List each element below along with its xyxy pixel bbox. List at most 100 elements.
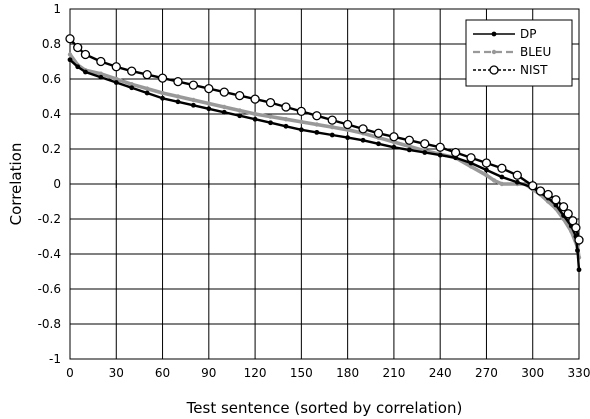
legend-item-nist: NIST <box>473 63 548 77</box>
legend-item-dp: DP <box>473 27 536 41</box>
dp-point <box>268 120 273 126</box>
bleu-point <box>67 52 73 57</box>
nist-point <box>450 147 461 158</box>
nist-point <box>551 195 561 205</box>
bleu-point <box>299 119 304 125</box>
dp-point <box>514 179 520 185</box>
dp-point <box>83 69 88 75</box>
y-tick-label: 0.2 <box>42 142 61 156</box>
bleu-point <box>468 164 474 169</box>
dp-point <box>329 132 335 138</box>
y-tick-label: 0.4 <box>42 107 61 121</box>
dp-point <box>314 129 320 135</box>
dp-point <box>206 106 212 112</box>
nist-point <box>327 115 337 125</box>
nist-point <box>574 235 584 245</box>
nist-point <box>312 111 322 121</box>
y-tick-label: -0.4 <box>38 247 61 261</box>
dp-point <box>575 248 580 253</box>
legend-item-bleu: BLEU <box>473 45 551 59</box>
legend-label-nist: NIST <box>520 63 548 77</box>
bleu-point <box>175 94 181 99</box>
nist-point <box>65 34 75 44</box>
y-tick-label: -0.6 <box>38 282 61 296</box>
nist-point <box>435 142 445 152</box>
nist-point <box>204 83 214 94</box>
dp-point <box>98 74 104 80</box>
nist-point <box>250 94 260 104</box>
dp-point <box>298 127 304 133</box>
dp-point <box>499 174 505 180</box>
nist-point <box>543 189 553 200</box>
bleu-point <box>484 173 489 178</box>
bleu-point <box>222 104 227 110</box>
dp-point <box>360 137 366 143</box>
nist-point <box>512 170 522 180</box>
nist-point <box>481 158 492 168</box>
bleu-point <box>129 82 134 87</box>
dp-series <box>67 57 582 273</box>
nist-point <box>535 186 546 196</box>
bleu-point <box>144 86 150 91</box>
bleu-point <box>330 124 335 130</box>
dp-point <box>576 267 582 273</box>
dp-point <box>160 95 165 101</box>
nist-point <box>558 202 569 212</box>
y-tick-label: 1 <box>53 2 61 16</box>
bleu-point <box>491 49 497 55</box>
dp-point <box>422 150 428 155</box>
nist-point <box>157 73 168 83</box>
x-tick-label: 60 <box>155 366 170 380</box>
bleu-point <box>206 101 212 106</box>
x-tick-label: 330 <box>568 366 590 380</box>
dp-point <box>129 85 135 91</box>
nist-point <box>404 135 414 145</box>
bleu-point <box>283 117 289 122</box>
nist-point <box>296 106 307 117</box>
x-axis-title: Test sentence (sorted by correlation) <box>186 399 463 417</box>
nist-point <box>173 76 183 87</box>
x-tick-label: 300 <box>521 366 544 380</box>
x-tick-label: 120 <box>244 366 267 380</box>
nist-point <box>497 163 507 173</box>
nist-point <box>142 69 152 80</box>
x-tick-label: 30 <box>109 366 124 380</box>
nist-point <box>235 90 245 101</box>
bleu-point <box>237 108 242 113</box>
nist-point <box>111 62 121 72</box>
dp-point <box>406 147 412 153</box>
x-tick-label: 90 <box>201 366 216 380</box>
nist-point <box>389 132 399 142</box>
dp-point <box>144 90 150 96</box>
nist-point <box>489 65 499 75</box>
nist-point <box>127 66 137 76</box>
nist-point <box>281 102 291 112</box>
nist-point <box>342 119 353 130</box>
bleu-point <box>499 181 505 187</box>
nist-point <box>420 139 430 149</box>
dp-point <box>175 99 181 105</box>
dp-point <box>190 102 196 108</box>
legend: DP BLEU NIST <box>465 19 573 87</box>
nist-point <box>571 223 581 233</box>
bleu-point <box>98 71 104 76</box>
series-layer <box>65 34 584 273</box>
nist-point <box>73 42 83 53</box>
nist-point <box>563 209 573 219</box>
nist-point <box>188 80 199 90</box>
dp-point <box>283 123 289 129</box>
bleu-point <box>407 144 412 149</box>
dp-point <box>237 113 243 119</box>
nist-point <box>219 87 229 97</box>
x-tick-labels: 0 30 60 90 120 150 180 210 240 270 300 330 <box>66 366 590 380</box>
y-tick-label: -1 <box>49 352 61 366</box>
bleu-point <box>191 97 196 103</box>
y-tick-label: -0.2 <box>38 212 61 226</box>
bleu-point <box>491 178 497 183</box>
x-tick-label: 270 <box>475 366 498 380</box>
x-tick-label: 210 <box>382 366 405 380</box>
y-tick-label: 0.8 <box>42 37 61 51</box>
nist-point <box>528 181 538 191</box>
legend-label-bleu: BLEU <box>520 45 551 59</box>
